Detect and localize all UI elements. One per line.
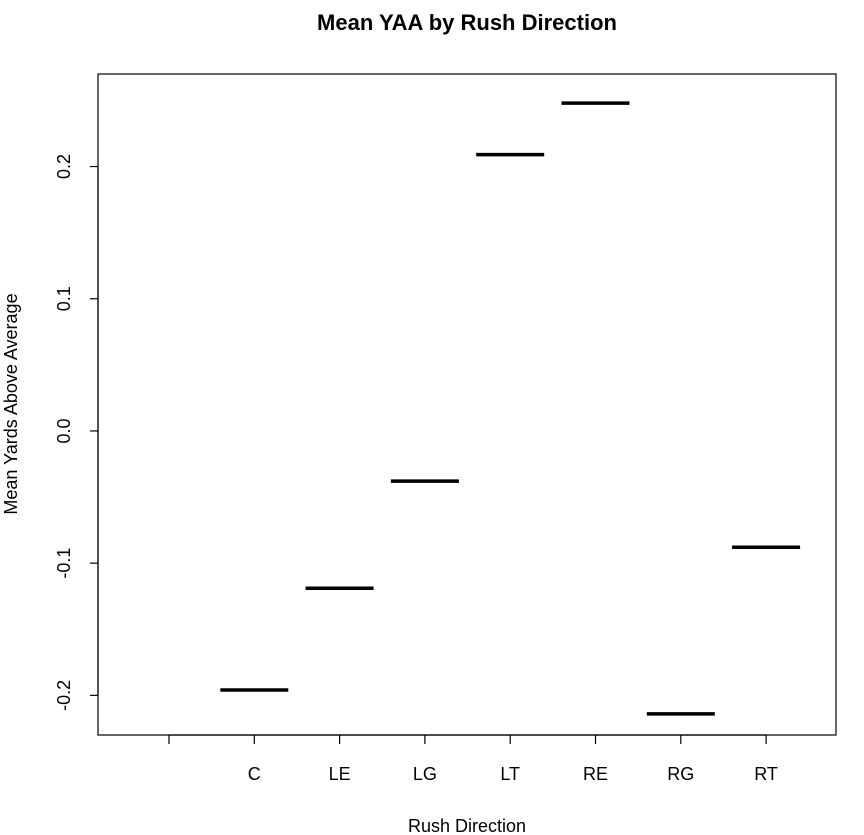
y-tick-label: 0.1 — [54, 286, 74, 311]
y-axis: -0.2 -0.1 0.0 0.1 0.2 — [54, 154, 99, 711]
x-axis-label: Rush Direction — [408, 816, 526, 835]
x-tick-label: LE — [329, 764, 351, 784]
plot-frame — [97, 73, 837, 736]
x-tick-label: LT — [500, 764, 520, 784]
x-tick-label: C — [248, 764, 261, 784]
data-marks — [220, 101, 801, 716]
x-axis: C LE LG LT RE RG RT — [168, 734, 778, 784]
y-tick-label: 0.0 — [54, 418, 74, 443]
x-tick-label: RE — [583, 764, 608, 784]
y-tick-label: 0.2 — [54, 154, 74, 179]
y-tick-label: -0.2 — [54, 680, 74, 711]
y-tick-label: -0.1 — [54, 548, 74, 579]
x-tick-label: RG — [667, 764, 694, 784]
x-tick-label: RT — [754, 764, 778, 784]
x-tick-label: LG — [413, 764, 437, 784]
chart-title: Mean YAA by Rush Direction — [317, 10, 617, 35]
y-axis-label: Mean Yards Above Average — [1, 293, 21, 514]
